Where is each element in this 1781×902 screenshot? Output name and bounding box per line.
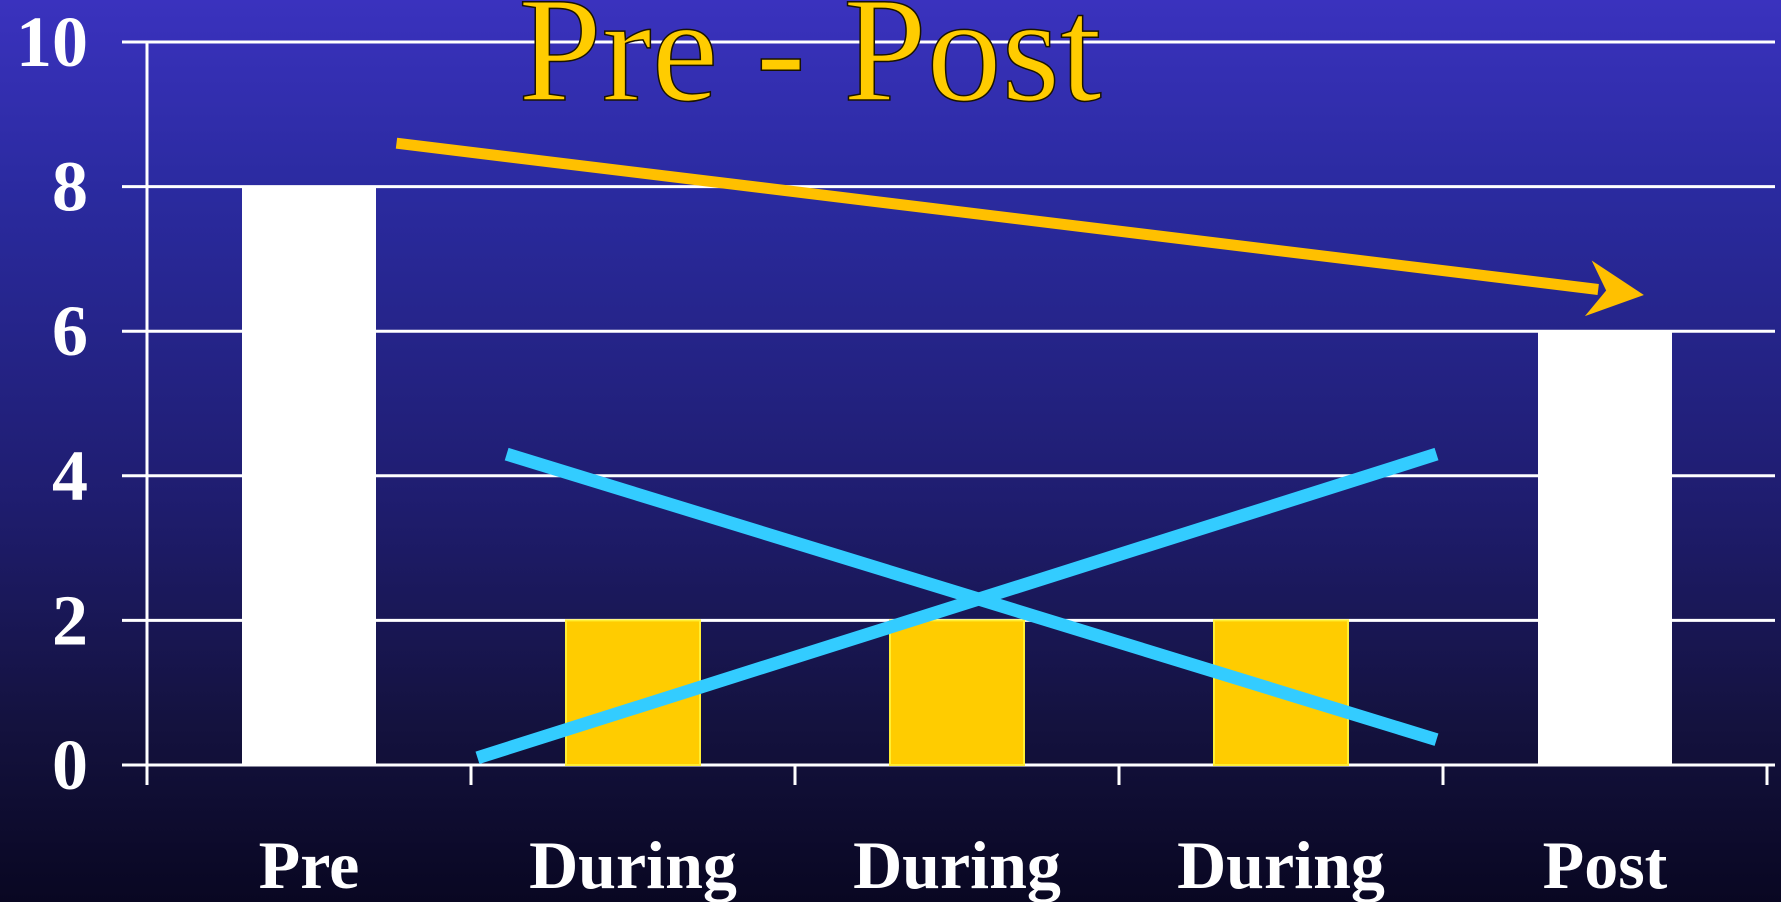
y-tick-label: 2 — [52, 580, 88, 660]
x-tick-label: Post — [1543, 827, 1668, 902]
tick-labels: 0 2 4 6 8 10 Pre During During During Post — [16, 2, 1668, 902]
x-tick-label: During — [853, 827, 1061, 902]
trend-arrow-shaft — [395, 137, 1599, 295]
bar — [242, 186, 376, 766]
trend-arrow-head — [1584, 260, 1644, 317]
y-tick-label: 10 — [16, 2, 88, 82]
y-tick-label: 4 — [52, 436, 88, 516]
gridlines — [147, 40, 1775, 622]
chart-title: Pre - Post — [518, 0, 1101, 133]
x-tick-label: During — [529, 827, 737, 902]
annotations — [395, 137, 1644, 764]
bar — [889, 619, 1025, 767]
y-tick-label: 6 — [52, 291, 88, 371]
cross-line — [475, 447, 1439, 764]
y-tick-label: 8 — [52, 147, 88, 227]
y-tick-label: 0 — [52, 725, 88, 805]
x-tick-label: During — [1177, 827, 1385, 902]
bar — [1538, 331, 1672, 765]
x-tick-label: Pre — [259, 827, 360, 902]
